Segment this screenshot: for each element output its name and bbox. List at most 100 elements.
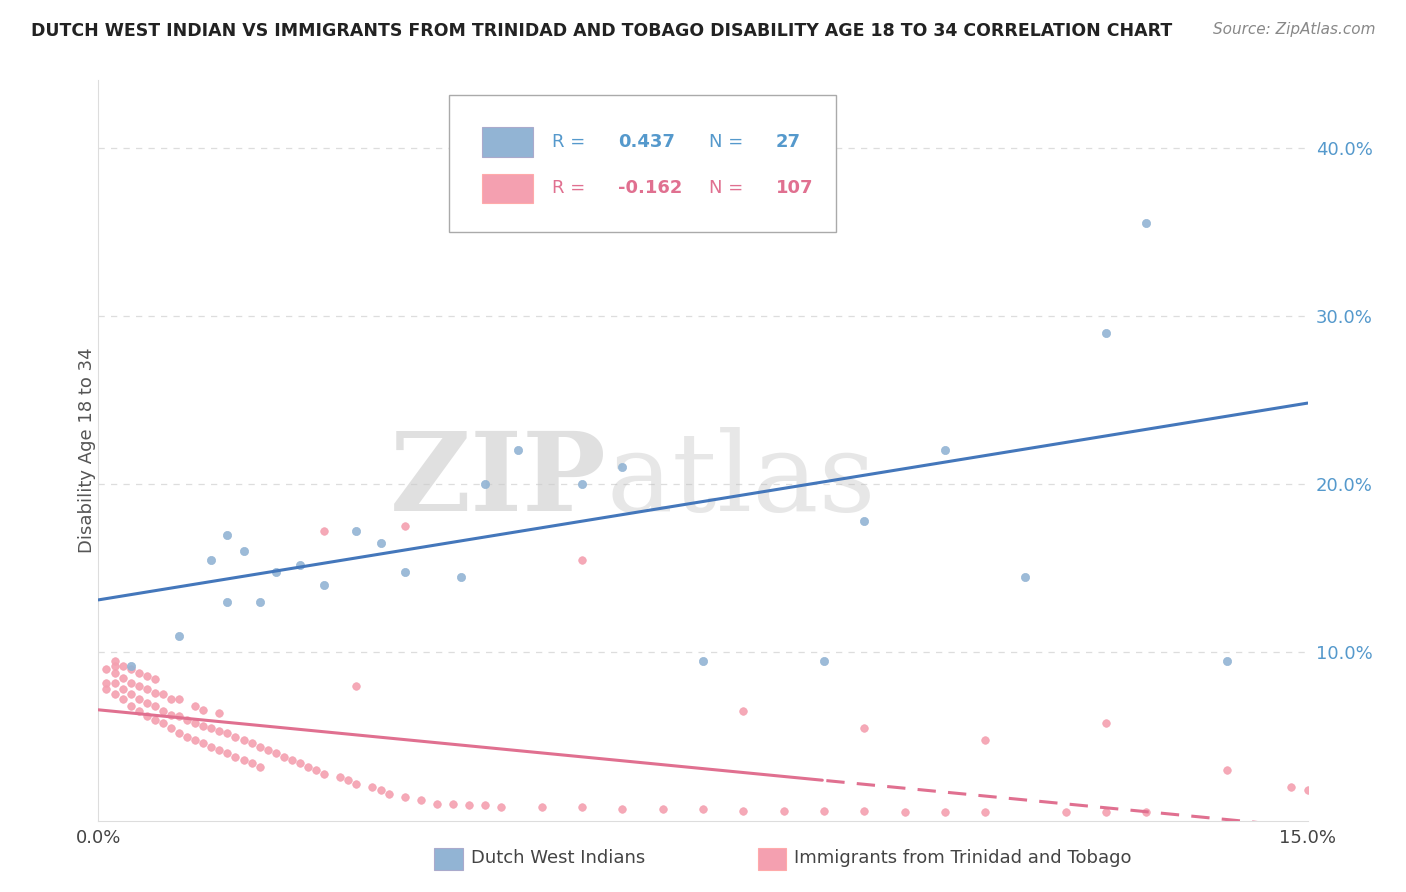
Text: R =: R = bbox=[551, 133, 585, 151]
Point bbox=[1281, 780, 1303, 794]
Point bbox=[256, 743, 278, 757]
Point bbox=[370, 536, 392, 550]
Point bbox=[893, 805, 915, 820]
Point bbox=[377, 787, 399, 801]
Point bbox=[474, 477, 496, 491]
Text: R =: R = bbox=[551, 179, 585, 197]
Point bbox=[217, 747, 239, 761]
Point bbox=[1095, 805, 1118, 820]
Point bbox=[193, 719, 215, 733]
Point bbox=[200, 739, 222, 754]
Point bbox=[167, 709, 190, 723]
Point bbox=[217, 726, 239, 740]
Point bbox=[441, 797, 464, 811]
Point bbox=[344, 524, 367, 539]
FancyBboxPatch shape bbox=[449, 95, 837, 232]
Point bbox=[474, 798, 496, 813]
Point bbox=[361, 780, 384, 794]
Text: Immigrants from Trinidad and Tobago: Immigrants from Trinidad and Tobago bbox=[794, 849, 1132, 867]
FancyBboxPatch shape bbox=[482, 174, 533, 203]
Text: Source: ZipAtlas.com: Source: ZipAtlas.com bbox=[1212, 22, 1375, 37]
Point bbox=[1014, 569, 1036, 583]
Point bbox=[103, 658, 125, 673]
Point bbox=[120, 658, 142, 673]
FancyBboxPatch shape bbox=[482, 127, 533, 156]
Point bbox=[1135, 805, 1157, 820]
Point bbox=[135, 682, 157, 697]
Point bbox=[394, 565, 416, 579]
Point bbox=[120, 688, 142, 702]
Point bbox=[111, 671, 134, 685]
Point bbox=[571, 800, 593, 814]
Point bbox=[120, 675, 142, 690]
Point bbox=[506, 443, 529, 458]
Point bbox=[1216, 654, 1239, 668]
Point bbox=[128, 704, 150, 718]
Point bbox=[974, 805, 997, 820]
Point bbox=[612, 802, 634, 816]
Point bbox=[264, 565, 287, 579]
Point bbox=[249, 595, 271, 609]
Point bbox=[120, 699, 142, 714]
Point bbox=[249, 760, 271, 774]
Point bbox=[450, 569, 472, 583]
Text: ZIP: ZIP bbox=[389, 426, 606, 533]
Point bbox=[733, 804, 755, 818]
Point bbox=[208, 706, 231, 720]
Point bbox=[184, 732, 207, 747]
Point bbox=[103, 654, 125, 668]
Point bbox=[208, 743, 231, 757]
Point bbox=[200, 721, 222, 735]
Point bbox=[135, 709, 157, 723]
Point bbox=[853, 721, 876, 735]
Point bbox=[160, 692, 183, 706]
Point bbox=[111, 682, 134, 697]
Point bbox=[458, 798, 481, 813]
Point bbox=[184, 716, 207, 731]
Point bbox=[853, 804, 876, 818]
Point bbox=[152, 704, 174, 718]
Point bbox=[176, 730, 198, 744]
Point bbox=[240, 756, 263, 771]
Point bbox=[208, 724, 231, 739]
Text: Dutch West Indians: Dutch West Indians bbox=[471, 849, 645, 867]
Point bbox=[135, 669, 157, 683]
Point bbox=[692, 802, 714, 816]
Point bbox=[571, 553, 593, 567]
Point bbox=[103, 665, 125, 680]
Point bbox=[288, 756, 311, 771]
Point bbox=[651, 802, 673, 816]
Point bbox=[853, 514, 876, 528]
Point bbox=[193, 736, 215, 750]
Point bbox=[143, 686, 166, 700]
Point bbox=[128, 692, 150, 706]
Point bbox=[934, 805, 956, 820]
Point bbox=[692, 654, 714, 668]
Point bbox=[297, 760, 319, 774]
Point bbox=[167, 628, 190, 642]
Point bbox=[176, 713, 198, 727]
Point bbox=[249, 739, 271, 754]
Point bbox=[120, 662, 142, 676]
Point bbox=[240, 736, 263, 750]
Point bbox=[264, 747, 287, 761]
Point bbox=[152, 688, 174, 702]
Point bbox=[1054, 805, 1077, 820]
Point bbox=[1095, 716, 1118, 731]
Point bbox=[813, 654, 835, 668]
Text: atlas: atlas bbox=[606, 426, 876, 533]
Text: N =: N = bbox=[709, 133, 744, 151]
Point bbox=[813, 804, 835, 818]
Point bbox=[224, 749, 246, 764]
Point bbox=[612, 460, 634, 475]
Point bbox=[96, 662, 118, 676]
Point bbox=[491, 800, 513, 814]
Point bbox=[733, 704, 755, 718]
Point bbox=[217, 595, 239, 609]
Point bbox=[143, 713, 166, 727]
Point bbox=[135, 696, 157, 710]
Point bbox=[128, 665, 150, 680]
Point bbox=[224, 730, 246, 744]
Point bbox=[1095, 326, 1118, 340]
Point bbox=[232, 732, 254, 747]
